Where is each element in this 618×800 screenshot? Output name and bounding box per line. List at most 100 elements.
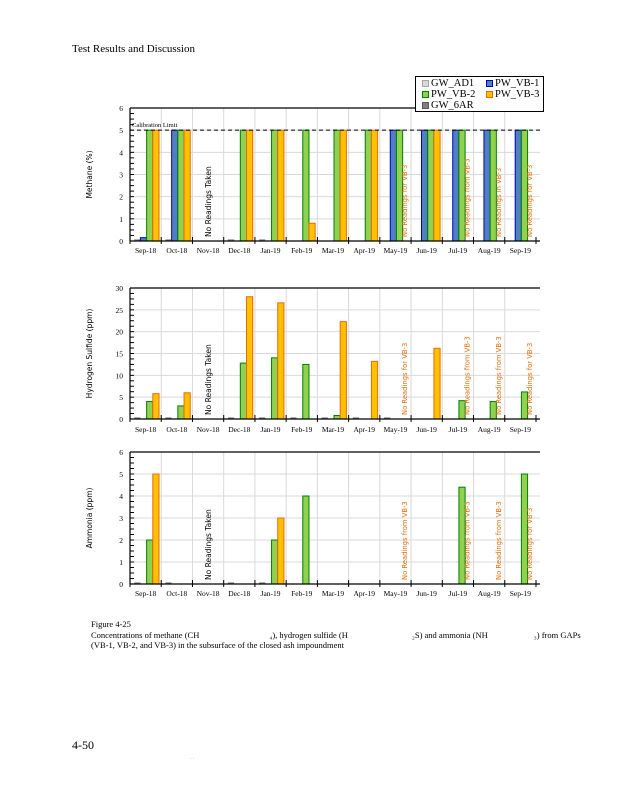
chart-legend: GW_AD1 PW_VB-1 PW_VB-2 PW_VB-3 GW_6AR [415,76,544,112]
x-tick-label: Jul-19 [449,246,468,255]
legend-swatch [422,91,429,98]
x-tick-label: Feb-19 [291,425,312,434]
legend-item-gw-ad1: GW_AD1 [422,78,474,89]
x-tick-label: Dec-18 [228,425,250,434]
x-tick-label: Mar-19 [322,246,345,255]
legend-item-gw-6ar: GW_6AR [422,100,474,111]
x-tick-label: May-19 [384,425,408,434]
y-tick-label: 1 [119,215,123,224]
x-tick-label: Nov-18 [197,246,220,255]
legend-item-pw-vb-2: PW_VB-2 [422,89,475,100]
x-tick-label: Jan-19 [261,246,281,255]
annotation-no-readings: No Readings from VB-3 [464,336,472,415]
caption-title: Figure 4-25 [91,619,131,629]
bar-pw-vb-2 [302,495,310,585]
x-tick-label: Sep-19 [510,589,531,598]
bar-pw-vb-2 [427,129,435,242]
annotation-no-readings: No Readings from VB-3 [464,158,472,237]
annotation-no-readings: No Readings from VB-3 [401,501,409,580]
caption-text: ₄), hydrogen sulfide (H [269,629,348,640]
x-tick-label: Mar-19 [322,589,345,598]
bar-pw-vb-3 [370,360,379,420]
x-tick-label: Nov-18 [197,589,220,598]
methane-chart: 0 1 2 3 4 5 6 Methane (%) Sep-18 Oct-18 Nov-18 Dec-… [85,104,540,255]
x-tick-label: Dec-18 [228,246,250,255]
x-tick-label: Oct-18 [166,246,187,255]
caption-text: ₂S) and ammonia (NH [411,629,488,640]
bar-pw-vb-2 [333,129,341,242]
bar-pw-vb-3 [308,222,316,242]
legend-swatch [422,80,429,87]
annotation-no-readings: No Readings Taken [204,166,213,237]
page-header: Test Results and Discussion [72,43,195,55]
y-tick-label: 20 [116,328,124,337]
x-tick-label: Jun-19 [416,425,437,434]
annotation-no-readings: No Readings for VB-3 [526,508,534,580]
caption-text: ₃) from GAPs [533,629,581,640]
y-tick-label: 2 [119,193,123,202]
y-tick-label: 15 [116,350,124,359]
x-tick-label: Aug-19 [478,425,501,434]
legend-label: PW_VB-2 [431,89,476,100]
h2s-chart: 0 5 10 15 20 25 30 Hydrogen Sulfide (ppm) Sep-18… [85,284,540,434]
bar-pw-vb-2 [364,129,372,242]
bar-pw-vb-2 [302,129,310,242]
caption-text: Concentrations of methane (CH [91,629,200,640]
y-tick-label: 5 [119,470,123,479]
x-tick-label: Jan-19 [261,589,281,598]
annotation-no-readings: No Readings for VB-3 [401,165,409,237]
bar-pw-vb-3 [339,321,347,420]
bar-pw-vb-3 [183,392,191,420]
bar-pw-vb-3 [183,129,191,242]
x-tick-label: Jul-19 [449,589,468,598]
legend-item-pw-vb-3: PW_VB-3 [486,89,539,100]
y-tick-label: 0 [119,415,123,424]
bar-pw-vb-3 [339,129,347,242]
footer-mark: · · [190,757,195,762]
legend-label: GW_6AR [431,100,474,111]
bar-pw-vb-2 [146,401,154,420]
y-tick-label: 30 [116,284,124,293]
y-tick-label: 3 [119,171,123,180]
bar-pw-vb-2 [239,129,248,242]
annotation-no-readings: No Readings for VB-3 [401,343,409,415]
caption-line-2: (VB-1, VB-2, and VB-3) in the subsurface… [91,640,344,650]
x-tick-label: Aug-19 [478,589,501,598]
bar-pw-vb-3 [370,129,379,242]
y-tick-label: 0 [119,580,123,589]
legend-swatch [486,80,493,87]
bar-pw-vb-2 [239,362,248,420]
x-tick-label: Aug-19 [478,246,501,255]
y-tick-label: 6 [119,104,123,113]
legend-swatch [486,91,493,98]
bar-pw-vb-3 [152,129,160,242]
bar-pw-vb-1 [483,129,491,242]
ammonia-chart: 0 1 2 3 4 5 6 Ammonia (ppm) Sep-18 Oct-18 Nov-18 De… [85,448,540,598]
annotation-no-readings: No Readings Taken [204,344,213,415]
bar-pw-vb-1 [171,129,179,242]
y-tick-label: 3 [119,514,123,523]
annotation-no-readings: No Readings from VB-3 [464,501,472,580]
x-tick-label: Feb-19 [291,589,312,598]
bar-pw-vb-2 [177,129,185,242]
annotation-no-readings: No Readings for VB-3 [526,343,534,415]
annotation-no-readings: No Readings in VB-3 [495,168,503,237]
x-tick-label: May-19 [384,246,408,255]
x-tick-label: Feb-19 [291,246,312,255]
calibration-limit-label: Calibration Limit [132,122,178,129]
annotation-no-readings: No Readings from VB-3 [495,336,503,415]
figure-caption: Figure 4-25 Concentrations of methane (C… [91,619,581,651]
x-tick-label: Jan-19 [261,425,281,434]
legend-label: PW_VB-1 [495,78,540,89]
legend-swatch [422,102,429,109]
y-axis-title: Methane (%) [85,150,94,198]
bar-pw-vb-2 [271,357,279,420]
x-tick-label: Nov-18 [197,425,220,434]
bar-pw-vb-1 [452,129,460,242]
bar-pw-vb-3 [246,129,254,242]
y-tick-label: 10 [116,371,124,380]
x-tick-label: Apr-19 [353,246,375,255]
bar-pw-vb-3 [277,302,285,420]
bar-pw-vb-1 [420,129,429,242]
bar-pw-vb-2 [271,129,279,242]
